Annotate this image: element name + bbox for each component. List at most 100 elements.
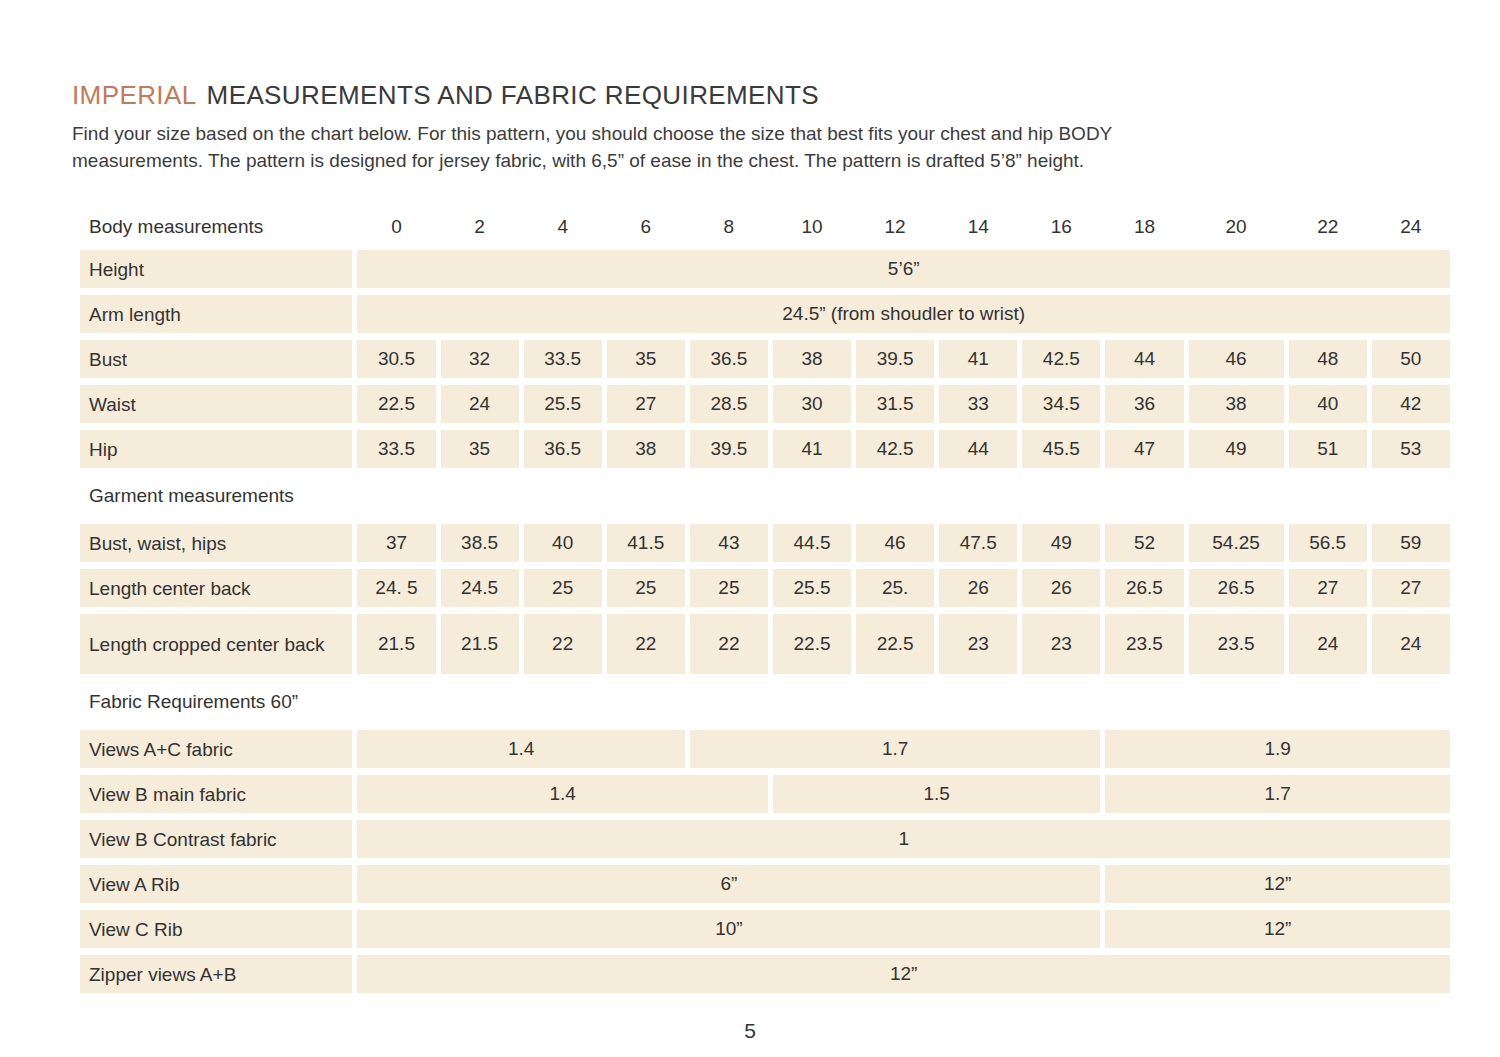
waist-value: 25.5	[524, 385, 602, 423]
lcb-value: 26.5	[1105, 569, 1183, 607]
size-column-header: 14	[939, 211, 1017, 243]
size-column-header: 20	[1189, 211, 1284, 243]
lcb-value: 25.5	[773, 569, 851, 607]
lcb-value: 25	[607, 569, 685, 607]
bwh-value: 47.5	[939, 524, 1017, 562]
bust-value: 42.5	[1022, 340, 1100, 378]
title-rest: MEASUREMENTS AND FABRIC REQUIREMENTS	[207, 80, 819, 110]
lccb-value: 23	[939, 614, 1017, 674]
bust-value: 50	[1372, 340, 1450, 378]
view-a-rib-value: 6”	[357, 865, 1100, 903]
lcb-value: 25	[524, 569, 602, 607]
row-view-b-main-fabric: View B main fabric 1.4 1.5 1.7	[80, 775, 1450, 813]
bust-value: 44	[1105, 340, 1183, 378]
lccb-value: 21.5	[357, 614, 435, 674]
lccb-value: 21.5	[441, 614, 519, 674]
row-length-cropped-center-back: Length cropped center back 21.5 21.5 22 …	[80, 614, 1450, 674]
garment-section-title: Garment measurements	[80, 475, 1450, 517]
lccb-value: 24	[1372, 614, 1450, 674]
title-highlight: IMPERIAL	[72, 80, 197, 110]
view-c-rib-value: 12”	[1105, 910, 1450, 948]
lcb-value: 27	[1372, 569, 1450, 607]
lccb-value: 23.5	[1189, 614, 1284, 674]
row-label: Hip	[80, 430, 352, 468]
hip-value: 39.5	[690, 430, 768, 468]
bust-value: 33.5	[524, 340, 602, 378]
hip-value: 47	[1105, 430, 1183, 468]
waist-value: 27	[607, 385, 685, 423]
row-arm-length: Arm length 24.5” (from shoudler to wrist…	[80, 295, 1450, 333]
size-column-header: 22	[1289, 211, 1367, 243]
view-c-rib-value: 10”	[357, 910, 1100, 948]
size-chart-table: Body measurements 0 2 4 6 8 10 12 14 16 …	[75, 204, 1455, 1000]
waist-value: 22.5	[357, 385, 435, 423]
size-column-header: 16	[1022, 211, 1100, 243]
row-label: Length cropped center back	[80, 614, 352, 674]
hip-value: 45.5	[1022, 430, 1100, 468]
row-label: Length center back	[80, 569, 352, 607]
bwh-value: 49	[1022, 524, 1100, 562]
row-label: View A Rib	[80, 865, 352, 903]
size-column-header: 8	[690, 211, 768, 243]
hip-value: 35	[441, 430, 519, 468]
row-view-c-rib: View C Rib 10” 12”	[80, 910, 1450, 948]
lccb-value: 23.5	[1105, 614, 1183, 674]
row-label: View C Rib	[80, 910, 352, 948]
waist-value: 31.5	[856, 385, 934, 423]
row-hip: Hip 33.5 35 36.5 38 39.5 41 42.5 44 45.5…	[80, 430, 1450, 468]
intro-paragraph: Find your size based on the chart below.…	[72, 120, 1500, 174]
row-bust: Bust 30.5 32 33.5 35 36.5 38 39.5 41 42.…	[80, 340, 1450, 378]
page-title: IMPERIAL MEASUREMENTS AND FABRIC REQUIREM…	[72, 80, 1500, 111]
bwh-value: 59	[1372, 524, 1450, 562]
row-label: Height	[80, 250, 352, 288]
row-label: Views A+C fabric	[80, 730, 352, 768]
waist-value: 28.5	[690, 385, 768, 423]
size-column-header: 18	[1105, 211, 1183, 243]
waist-value: 38	[1189, 385, 1284, 423]
row-size-header: Body measurements 0 2 4 6 8 10 12 14 16 …	[80, 211, 1450, 243]
bwh-value: 46	[856, 524, 934, 562]
row-waist: Waist 22.5 24 25.5 27 28.5 30 31.5 33 34…	[80, 385, 1450, 423]
bwh-value: 40	[524, 524, 602, 562]
bust-value: 36.5	[690, 340, 768, 378]
size-column-header: 10	[773, 211, 851, 243]
bwh-value: 43	[690, 524, 768, 562]
column-header-body-measurements: Body measurements	[80, 211, 352, 243]
row-length-center-back: Length center back 24. 5 24.5 25 25 25 2…	[80, 569, 1450, 607]
row-zipper: Zipper views A+B 12”	[80, 955, 1450, 993]
lcb-value: 26	[1022, 569, 1100, 607]
bust-value: 30.5	[357, 340, 435, 378]
bwh-value: 37	[357, 524, 435, 562]
zipper-value: 12”	[357, 955, 1450, 993]
lcb-value: 25.	[856, 569, 934, 607]
intro-line-1: Find your size based on the chart below.…	[72, 120, 1500, 147]
bwh-value: 56.5	[1289, 524, 1367, 562]
arm-length-value: 24.5” (from shoudler to wrist)	[357, 295, 1450, 333]
intro-line-2: measurements. The pattern is designed fo…	[72, 147, 1500, 174]
hip-value: 41	[773, 430, 851, 468]
page: IMPERIAL MEASUREMENTS AND FABRIC REQUIREM…	[0, 0, 1500, 1057]
bust-value: 35	[607, 340, 685, 378]
fabric-section-title: Fabric Requirements 60”	[80, 681, 1450, 723]
lcb-value: 25	[690, 569, 768, 607]
waist-value: 30	[773, 385, 851, 423]
hip-value: 38	[607, 430, 685, 468]
lccb-value: 22.5	[773, 614, 851, 674]
row-label: View B main fabric	[80, 775, 352, 813]
view-b-main-fabric-value: 1.5	[773, 775, 1100, 813]
hip-value: 36.5	[524, 430, 602, 468]
hip-value: 51	[1289, 430, 1367, 468]
size-column-header: 24	[1372, 211, 1450, 243]
hip-value: 49	[1189, 430, 1284, 468]
lccb-value: 23	[1022, 614, 1100, 674]
size-column-header: 6	[607, 211, 685, 243]
lccb-value: 22	[690, 614, 768, 674]
lcb-value: 27	[1289, 569, 1367, 607]
size-column-header: 2	[441, 211, 519, 243]
row-view-b-contrast-fabric: View B Contrast fabric 1	[80, 820, 1450, 858]
bwh-value: 52	[1105, 524, 1183, 562]
views-ac-fabric-value: 1.4	[357, 730, 684, 768]
height-value: 5’6”	[357, 250, 1450, 288]
bwh-value: 41.5	[607, 524, 685, 562]
view-a-rib-value: 12”	[1105, 865, 1450, 903]
